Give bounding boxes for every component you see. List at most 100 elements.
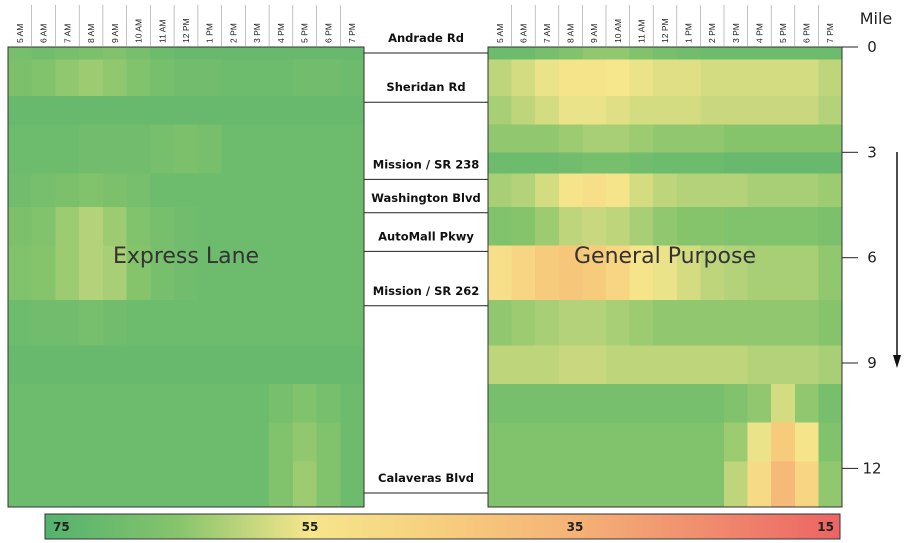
heatmap-cell [269, 345, 294, 385]
heatmap-cell [221, 422, 246, 462]
heatmap-cell [535, 299, 560, 347]
heatmap-cell [316, 124, 341, 175]
heatmap-cell [700, 422, 725, 462]
heatmap-cell [535, 47, 560, 60]
panel-label: General Purpose [574, 244, 756, 269]
heatmap-cell [511, 299, 536, 347]
heatmap-cell [55, 245, 80, 301]
time-tick-label: 7 AM [542, 24, 552, 43]
heatmap-cell [102, 59, 128, 97]
heatmap-cell [676, 96, 701, 125]
heatmap-cell [292, 96, 318, 125]
heatmap-cell [8, 245, 33, 301]
time-tick-label: 5 AM [495, 24, 505, 43]
heatmap-cell [771, 124, 796, 153]
direction-arrow-head [893, 355, 901, 368]
heatmap-cell [747, 173, 772, 208]
heatmap-cell [221, 96, 246, 125]
heatmap-cell [771, 47, 796, 60]
heatmap-cell [606, 59, 631, 97]
heatmap-cell [79, 59, 104, 97]
heatmap-cell [55, 173, 80, 208]
heatmap-cell [818, 96, 843, 125]
heatmap-cell [653, 96, 678, 125]
heatmap-cell [8, 173, 33, 208]
location-label: Calaveras Blvd [378, 471, 474, 485]
heatmap-cell [818, 152, 843, 175]
heatmap-cell [126, 96, 151, 125]
heatmap-cell [197, 124, 223, 175]
heatmap-cell [582, 96, 607, 125]
heatmap-cell [316, 384, 341, 424]
mile-tick-label: 9 [867, 354, 877, 372]
heatmap-cell [818, 345, 843, 385]
heatmap-cell [535, 461, 560, 508]
heatmap-cell [653, 422, 678, 462]
time-tick-label: 4 PM [754, 23, 764, 43]
heatmap-cell [535, 152, 560, 175]
heatmap-cell [126, 422, 151, 462]
heatmap-cell [269, 461, 294, 508]
heatmap-cell [771, 206, 796, 246]
heatmap-cell [245, 384, 270, 424]
heatmap-cell [150, 384, 175, 424]
heatmap-cell [55, 345, 80, 385]
heatmap-cell [31, 59, 57, 97]
heatmap-cell [582, 245, 607, 301]
heatmap-cell [174, 173, 199, 208]
heatmap-cell [535, 206, 560, 246]
heatmap-cell [700, 245, 725, 301]
mile-tick-label: 12 [862, 459, 881, 477]
heatmap-cell [126, 461, 151, 508]
heatmap-cell [316, 59, 341, 97]
heatmap-cell [582, 384, 607, 424]
heatmap-cell [340, 96, 365, 125]
heatmap-cell [174, 206, 199, 246]
heatmap-cell [126, 47, 151, 60]
heatmap-cell [8, 384, 33, 424]
heatmap-cell [79, 96, 104, 125]
heatmap-cell [269, 47, 294, 60]
heatmap-cell [197, 173, 223, 208]
heatmap-cell [558, 384, 583, 424]
heatmap-cell [653, 152, 678, 175]
heatmap-cell [794, 461, 819, 508]
heatmap-cell [340, 47, 365, 60]
heatmap-cell [606, 384, 631, 424]
heatmap-cell [747, 345, 772, 385]
heatmap-cell [31, 461, 57, 508]
heatmap-cell [582, 461, 607, 508]
heatmap-cell [794, 152, 819, 175]
heatmap-cell [629, 124, 654, 153]
mile-tick-label: 0 [867, 38, 877, 56]
heatmap-cell [629, 299, 654, 347]
colorbar-tick-label: 55 [302, 520, 319, 534]
heatmap-cell [340, 59, 365, 97]
heatmap-cell [197, 422, 223, 462]
time-tick-label: 10 AM [134, 19, 144, 43]
heatmap-cell [653, 47, 678, 60]
heatmap-cell [174, 461, 199, 508]
heatmap-cell [629, 96, 654, 125]
heatmap-cell [818, 206, 843, 246]
heatmap-cell [747, 461, 772, 508]
heatmap-cell [558, 245, 583, 301]
heatmap-cell [771, 345, 796, 385]
heatmap-cell [488, 59, 513, 97]
heatmap-cell [126, 245, 151, 301]
heatmap-cell [221, 206, 246, 246]
time-tick-label: 5 PM [300, 23, 310, 43]
time-tick-label: 5 AM [15, 24, 25, 43]
heatmap-cell [724, 124, 749, 153]
heatmap-cell [676, 299, 701, 347]
heatmap-cell [8, 461, 33, 508]
heatmap-cell [700, 384, 725, 424]
heatmap-cell [8, 59, 33, 97]
heatmap-cell [747, 124, 772, 153]
heatmap-cell [676, 206, 701, 246]
heatmap-cell [102, 299, 128, 347]
heatmap-cell [724, 461, 749, 508]
heatmap-cell [653, 59, 678, 97]
heatmap-cell [316, 461, 341, 508]
heatmap-cell [126, 59, 151, 97]
